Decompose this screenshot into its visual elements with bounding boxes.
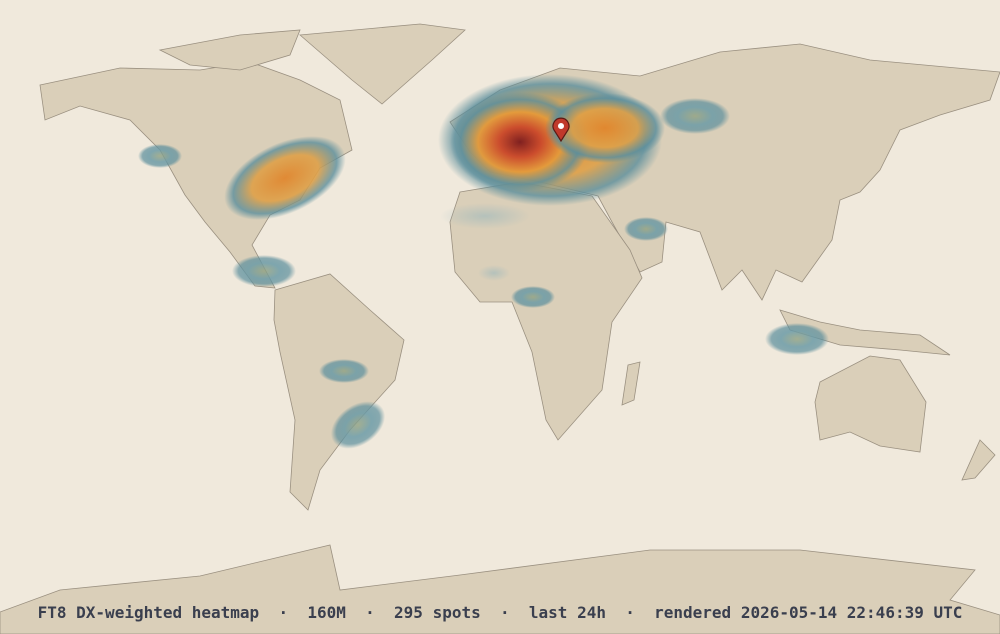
australia [814, 355, 927, 453]
heat-blob [224, 136, 346, 220]
antarctica [0, 544, 1000, 634]
greenland [299, 23, 466, 105]
heat-blob [511, 286, 555, 308]
new-zealand [961, 439, 996, 481]
north-america [39, 61, 353, 289]
pin-dot [558, 123, 564, 129]
heat-blob [232, 255, 296, 287]
south-america [273, 273, 405, 511]
heat-blob [440, 203, 530, 229]
arctic-islands [158, 29, 301, 71]
heatmap [138, 74, 829, 449]
heat-blob [478, 265, 510, 281]
heat-blob [138, 144, 182, 168]
heat-blob [330, 401, 386, 449]
africa [449, 181, 643, 441]
heat-blob [765, 323, 829, 355]
pin-body [552, 117, 570, 143]
location-pin [552, 117, 570, 143]
heat-blob [660, 98, 730, 134]
caption: FT8 DX-weighted heatmap · 160M · 295 spo… [38, 603, 963, 622]
heat-blob [624, 217, 668, 241]
heat-blob [545, 93, 665, 163]
heat-blob [319, 359, 369, 383]
madagascar [621, 361, 641, 406]
